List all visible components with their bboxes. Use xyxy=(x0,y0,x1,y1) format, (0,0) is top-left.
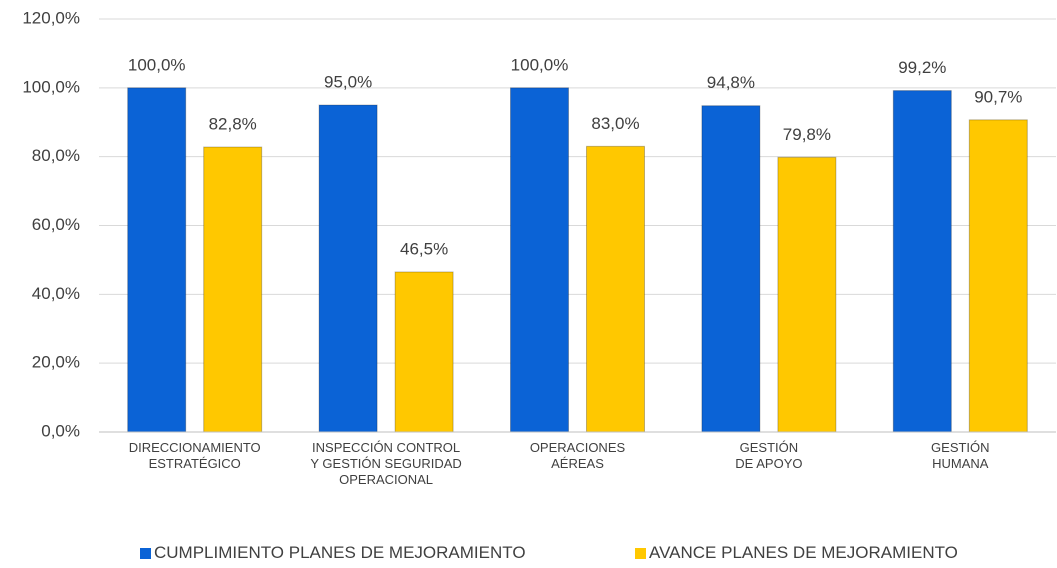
y-tick-label: 20,0% xyxy=(32,353,80,372)
y-tick-label: 80,0% xyxy=(32,146,80,165)
bar xyxy=(318,104,378,433)
bar xyxy=(892,90,952,433)
x-tick-label: DIRECCIONAMIENTO ESTRATÉGICO xyxy=(128,440,261,471)
legend-swatch xyxy=(635,547,646,559)
legend-label: AVANCE PLANES DE MEJORAMIENTO xyxy=(649,543,958,562)
y-tick-label: 40,0% xyxy=(32,284,80,303)
bar xyxy=(968,119,1028,433)
value-label: 90,7% xyxy=(974,87,1022,106)
value-label: 100,0% xyxy=(128,55,186,74)
bar xyxy=(510,87,569,433)
value-label: 46,5% xyxy=(400,239,448,258)
value-label: 79,8% xyxy=(783,125,831,144)
bar xyxy=(701,105,761,433)
y-tick-label: 100,0% xyxy=(22,77,80,96)
bar xyxy=(127,87,187,433)
x-tick-label: OPERACIONES AÉREAS xyxy=(529,440,626,471)
bar xyxy=(394,271,454,433)
legend-item: AVANCE PLANES DE MEJORAMIENTO xyxy=(635,543,958,563)
y-tick-label: 120,0% xyxy=(22,8,80,27)
value-label: 82,8% xyxy=(209,115,257,134)
bar xyxy=(586,145,645,433)
value-label: 95,0% xyxy=(324,73,372,92)
value-label: 83,0% xyxy=(591,114,639,133)
bar xyxy=(203,146,263,433)
legend-label: CUMPLIMIENTO PLANES DE MEJORAMIENTO xyxy=(154,543,526,562)
y-tick-label: 60,0% xyxy=(32,215,80,234)
legend-item: CUMPLIMIENTO PLANES DE MEJORAMIENTO xyxy=(140,543,526,563)
y-tick-label: 0,0% xyxy=(41,421,80,440)
x-tick-label: GESTIÓN HUMANA xyxy=(931,440,990,471)
x-tick-label: GESTIÓN DE APOYO xyxy=(735,440,803,471)
legend-swatch xyxy=(140,547,151,559)
value-label: 99,2% xyxy=(898,58,946,77)
value-label: 94,8% xyxy=(707,73,755,92)
value-label: 100,0% xyxy=(511,55,569,74)
bar xyxy=(777,156,837,433)
x-tick-label: INSPECCIÓN CONTROL Y GESTIÓN SEGURIDAD O… xyxy=(310,440,462,487)
